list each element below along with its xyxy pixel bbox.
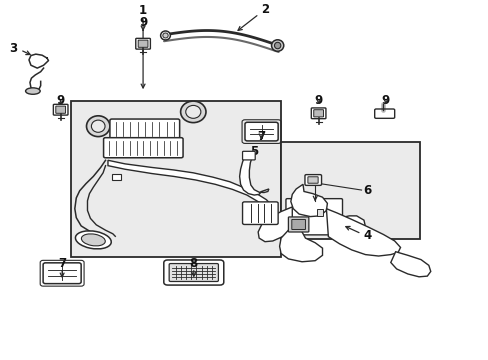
FancyBboxPatch shape [374,109,394,118]
Ellipse shape [25,88,40,94]
Bar [112,174,121,180]
FancyBboxPatch shape [43,263,81,284]
Bar [281,142,419,239]
FancyBboxPatch shape [242,202,278,225]
Text: 7: 7 [257,130,264,143]
Polygon shape [326,209,400,256]
FancyBboxPatch shape [56,106,65,113]
Polygon shape [340,216,365,232]
FancyBboxPatch shape [291,220,305,229]
Ellipse shape [75,231,111,249]
Ellipse shape [86,116,110,136]
Ellipse shape [163,33,168,38]
Ellipse shape [180,101,205,123]
FancyBboxPatch shape [311,108,325,119]
Text: 6: 6 [363,184,371,197]
Ellipse shape [271,40,283,51]
FancyBboxPatch shape [285,199,342,235]
Ellipse shape [81,234,105,246]
Polygon shape [239,157,268,195]
FancyBboxPatch shape [110,119,179,139]
Bar [71,101,281,257]
Ellipse shape [185,105,201,118]
Ellipse shape [274,42,280,49]
FancyBboxPatch shape [169,264,218,282]
FancyBboxPatch shape [305,175,321,185]
Polygon shape [279,225,322,262]
Polygon shape [30,68,43,91]
Text: 5: 5 [249,145,257,158]
Text: 9: 9 [57,94,65,107]
Polygon shape [258,207,292,242]
Text: 9: 9 [314,94,322,107]
FancyBboxPatch shape [242,151,255,160]
FancyBboxPatch shape [288,217,308,232]
FancyBboxPatch shape [53,104,68,115]
Polygon shape [29,54,48,68]
Text: 4: 4 [363,229,371,242]
Text: 9: 9 [381,94,389,107]
Text: 8: 8 [189,257,198,270]
FancyBboxPatch shape [103,138,183,158]
Ellipse shape [91,120,105,132]
Bar [316,210,323,216]
FancyBboxPatch shape [313,110,323,117]
Text: 9: 9 [139,17,147,30]
Text: 7: 7 [58,257,66,270]
Polygon shape [390,252,430,277]
Polygon shape [108,160,271,218]
Ellipse shape [160,31,170,40]
FancyBboxPatch shape [136,39,150,49]
Text: 3: 3 [9,42,17,55]
Text: 1: 1 [139,4,147,17]
FancyBboxPatch shape [307,177,318,183]
FancyBboxPatch shape [244,122,278,141]
Text: 2: 2 [261,3,269,16]
FancyBboxPatch shape [138,40,148,47]
Polygon shape [290,184,327,217]
FancyBboxPatch shape [163,260,224,285]
